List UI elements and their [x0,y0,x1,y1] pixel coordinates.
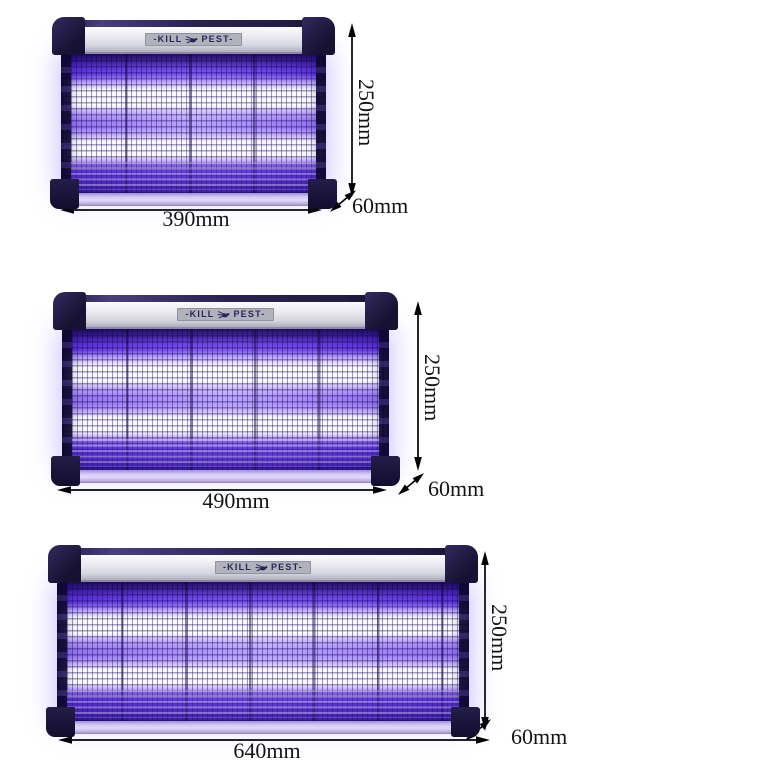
foot-bottom-right [371,456,400,486]
foot-bottom-right [451,707,480,737]
uv-lamp-grid [62,329,389,470]
corner-cap-top-right [302,17,335,55]
height-dimension-label: 250mm [420,354,445,422]
foot-bottom-left [50,179,79,209]
top-housing: -KILL PEST- [68,302,383,329]
width-dimension-label: 490mm [202,488,270,513]
collection-tray [61,470,390,483]
insect-killer-photo: -KILL PEST- [50,17,337,209]
height-arrow [414,301,422,471]
brand-text-left: -KILL [222,561,252,572]
width-dimension-label: 390mm [162,206,230,231]
corner-cap-top-left [53,292,86,330]
collection-tray [56,721,470,734]
foot-bottom-left [46,707,75,737]
top-edge [71,20,316,27]
lamp-holder-column-left [62,329,72,470]
width-dimension-label: 640mm [233,738,301,763]
foot-bottom-right [308,179,337,209]
height-dimension-label: 250mm [487,604,512,672]
depth-arrow [394,468,428,499]
top-edge [72,295,379,302]
uv-lamp-grid [57,582,469,721]
brand-label: -KILL PEST- [177,307,274,322]
height-dimension-label: 250mm [354,79,379,147]
foot-bottom-left [51,456,80,486]
width-arrow [58,736,490,744]
lamp-holder-column-right [316,54,326,193]
fly-icon [255,564,268,572]
fly-icon [186,36,198,44]
brand-text-right: PEST- [270,561,303,572]
collection-tray [60,193,327,206]
width-arrow [57,486,387,494]
insect-killer-photo: -KILL PEST- [51,292,400,486]
depth-dimension-label: 60mm [511,724,568,749]
top-housing: -KILL PEST- [63,555,463,582]
depth-arrow [326,185,360,216]
brand-text-left: -KILL [185,308,215,319]
top-edge [67,548,459,555]
brand-text-right: PEST- [201,33,234,44]
brand-text-left: -KILL [153,33,183,44]
lamp-holder-column-left [57,582,67,721]
brand-text-right: PEST- [233,308,266,319]
depth-dimension-label: 60mm [428,476,485,501]
lamp-holder-column-right [459,582,469,721]
lamp-holder-column-right [379,329,389,470]
uv-lamp-grid [61,54,326,193]
depth-dimension-label: 60mm [352,193,409,218]
brand-label: -KILL PEST- [145,32,242,47]
insect-killer-photo: -KILL PEST- [46,545,480,737]
corner-cap-top-left [52,17,85,55]
brand-label: -KILL PEST- [214,560,311,575]
corner-cap-top-right [365,292,398,330]
height-arrow [348,23,356,197]
fly-icon [218,311,230,319]
corner-cap-top-right [445,545,478,583]
top-housing: -KILL PEST- [67,27,320,54]
corner-cap-top-left [48,545,81,583]
lamp-holder-column-left [61,54,71,193]
